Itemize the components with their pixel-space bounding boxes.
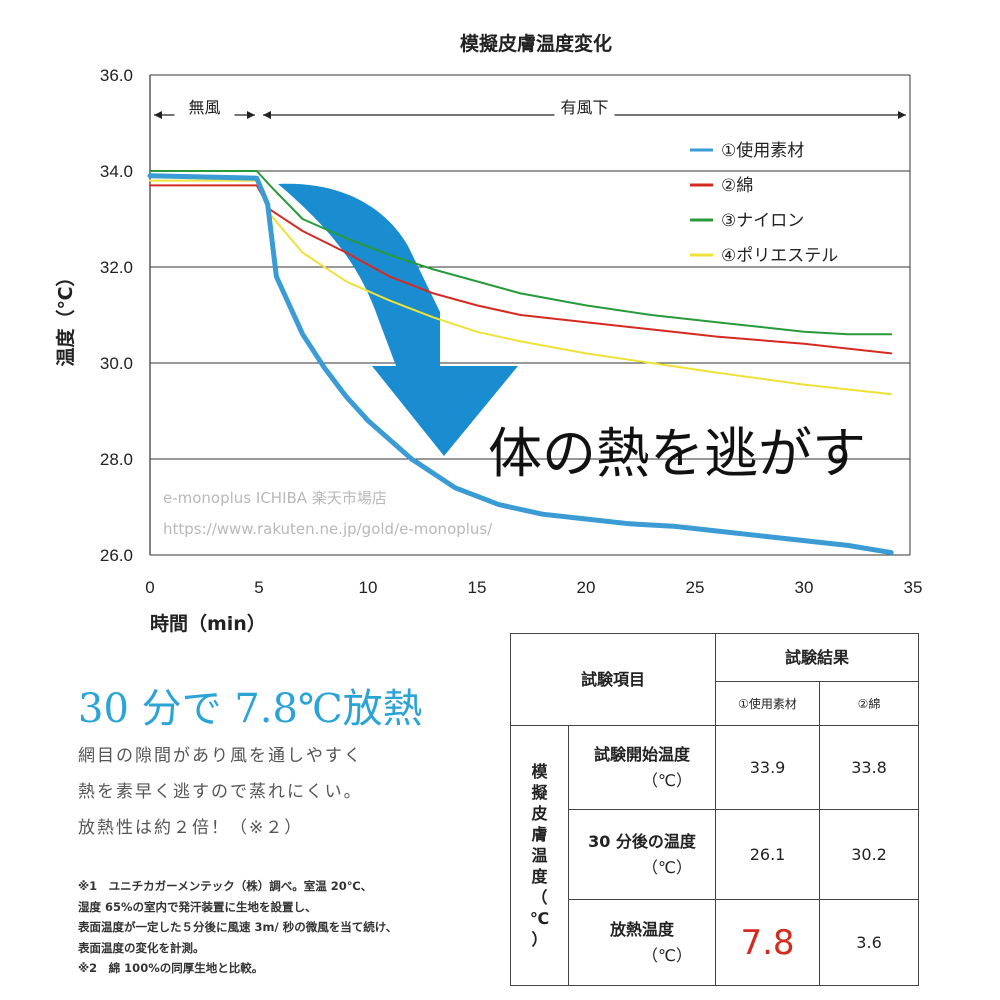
row-label-text: 30 分後の温度 bbox=[588, 831, 696, 851]
row-label-unit: （℃） bbox=[642, 770, 692, 790]
row-label-heat-release: 放熱温度 （℃） bbox=[567, 899, 717, 986]
phase-label-bg bbox=[554, 97, 615, 119]
phase-arrowhead bbox=[263, 111, 271, 119]
series-line bbox=[147, 173, 894, 556]
x-tick-label: 15 bbox=[468, 578, 487, 597]
x-tick-label: 20 bbox=[577, 578, 596, 597]
phase-label: 有風下 bbox=[560, 98, 608, 117]
legend-label: ④ポリエステル bbox=[721, 246, 838, 266]
temperature-chart: 模擬皮膚温度変化 体の熱を逃がす 無風 有風下 ①使用素材 ②綿 ③ナイロン ④ポリエス… bbox=[54, 32, 923, 635]
chart-overlay-text: 体の熱を逃がす bbox=[488, 422, 866, 485]
footnote-line: ※2 綿 100%の同厚生地と比較。 bbox=[78, 961, 264, 975]
x-tick-label: 35 bbox=[904, 578, 923, 597]
x-axis-label: 時間（min） bbox=[150, 612, 266, 635]
y-tick-label: 34.0 bbox=[100, 162, 133, 181]
column-header-cotton: ②綿 bbox=[819, 681, 920, 726]
footnote-line: 表面温度の変化を計測。 bbox=[78, 940, 205, 955]
chart-title: 模擬皮膚温度変化 bbox=[460, 32, 612, 55]
phase-indicators: 無風 有風下 bbox=[154, 97, 906, 119]
y-tick-label: 28.0 bbox=[100, 450, 133, 469]
legend-label: ②綿 bbox=[721, 176, 753, 196]
group-label-char: ） bbox=[531, 930, 548, 949]
chart-legend: ①使用素材 ②綿 ③ナイロン ④ポリエステル bbox=[690, 140, 838, 266]
test-item-header: 試験項目 bbox=[509, 633, 717, 726]
row-label-text: 放熱温度 bbox=[610, 919, 675, 939]
group-label-char: 皮 bbox=[531, 804, 548, 823]
footnote-line: 表面温度が一定した５分後に風速 3m/ 秒の微風を当て続け、 bbox=[78, 920, 398, 934]
x-tick-label: 10 bbox=[359, 578, 378, 597]
heat-release-arrow bbox=[278, 183, 518, 456]
row-label-start-temp: 試験開始温度 （℃） bbox=[567, 725, 717, 810]
series-line bbox=[149, 170, 893, 336]
x-tick-label: 0 bbox=[145, 578, 154, 597]
cell-material-start: 33.9 bbox=[715, 725, 821, 810]
y-tick-label: 30.0 bbox=[100, 354, 133, 373]
watermark-store: e-monoplus ICHIBA 楽天市場店 bbox=[163, 489, 387, 507]
description-line: 熱を素早く逃すので蒸れにくい。 bbox=[78, 782, 363, 802]
cell-material-heat-release: 7.8 bbox=[715, 899, 821, 986]
group-label-skin-temp: 模 擬 皮 膚 温 度 （ ℃ ） bbox=[510, 725, 569, 986]
footnotes: ※1 ユニチカガーメンテック（株）調べ。室温 20℃、 湿度 65%の室内で発汗… bbox=[78, 876, 397, 979]
row-label-unit: （℃） bbox=[642, 857, 692, 877]
row-label-30min-temp: 30 分後の温度 （℃） bbox=[567, 809, 717, 900]
cell-cotton-heat-release: 3.6 bbox=[819, 899, 920, 986]
description: 網目の隙間があり風を通しやすく 熱を素早く逃すので蒸れにくい。 放熱性は約２倍！… bbox=[78, 738, 363, 846]
group-label-char: 度 bbox=[531, 867, 548, 886]
phase-arrowhead bbox=[898, 111, 906, 119]
phase-label: 無風 bbox=[188, 98, 220, 117]
group-label-char: （ bbox=[531, 888, 548, 907]
x-tick-label: 30 bbox=[795, 578, 814, 597]
test-result-header: 試験結果 bbox=[715, 633, 920, 682]
footnote-line: 湿度 65%の室内で発汗装置に生地を設置し、 bbox=[78, 899, 317, 914]
group-label-char: 擬 bbox=[531, 783, 548, 802]
y-axis-label: 温度（℃） bbox=[54, 267, 77, 366]
y-tick-label: 32.0 bbox=[100, 258, 133, 277]
arrow-shape bbox=[278, 183, 518, 456]
row-label-unit: （℃） bbox=[642, 945, 692, 965]
group-label-char: ℃ bbox=[529, 909, 550, 928]
footnote-line: ※1 ユニチカガーメンテック（株）調べ。室温 20℃、 bbox=[78, 879, 373, 893]
series-line bbox=[149, 179, 893, 396]
legend-label: ①使用素材 bbox=[721, 140, 804, 161]
cell-cotton-30min: 30.2 bbox=[819, 809, 920, 900]
phase-arrowhead bbox=[154, 111, 162, 119]
phase-label-bg bbox=[174, 97, 235, 119]
x-tick-label: 25 bbox=[686, 578, 705, 597]
description-line: 網目の隙間があり風を通しやすく bbox=[78, 746, 363, 766]
group-label-char: 膚 bbox=[531, 825, 548, 844]
phase-arrowhead bbox=[247, 111, 255, 119]
group-label-char: 温 bbox=[531, 846, 548, 865]
series-line bbox=[149, 184, 893, 355]
y-tick-label: 36.0 bbox=[100, 66, 133, 85]
y-tick-label: 26.0 bbox=[100, 546, 133, 565]
axis-ticks: 26.0 28.0 30.0 32.0 34.0 36.0 0 5 10 15 20 25 30 35 bbox=[100, 66, 923, 597]
description-line: 放熱性は約２倍！（※２） bbox=[78, 818, 304, 838]
cell-material-30min: 26.1 bbox=[715, 809, 821, 900]
x-tick-label: 5 bbox=[254, 578, 263, 597]
results-table: 試験項目 試験結果 ①使用素材 ②綿 模 擬 皮 膚 温 度 （ ℃ ） 試験開… bbox=[509, 633, 920, 986]
cell-cotton-start: 33.8 bbox=[819, 725, 920, 810]
group-label-char: 模 bbox=[531, 762, 548, 781]
column-header-material: ①使用素材 bbox=[715, 681, 821, 726]
row-label-text: 試験開始温度 bbox=[594, 744, 691, 764]
watermark-url: https://www.rakuten.ne.jp/gold/e-monoplu… bbox=[163, 520, 493, 538]
chart-series bbox=[147, 170, 894, 556]
legend-label: ③ナイロン bbox=[721, 211, 804, 231]
headline: 30 分で 7.8℃放熱 bbox=[78, 686, 423, 732]
